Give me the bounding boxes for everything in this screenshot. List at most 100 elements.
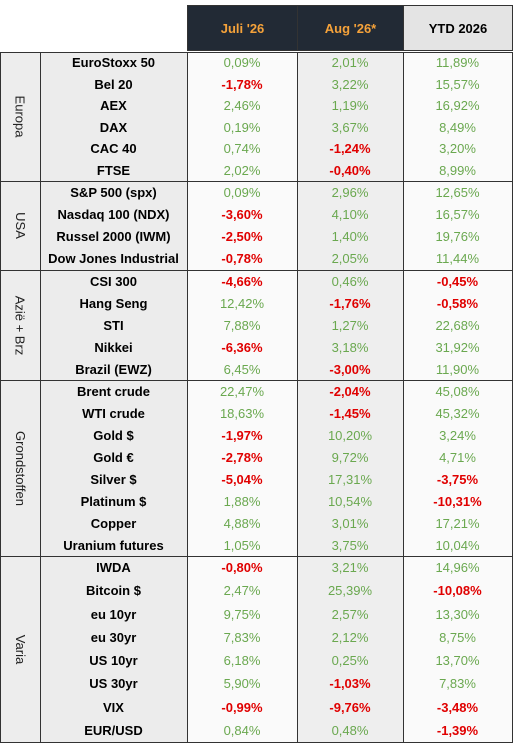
value-cell: 0,84%	[223, 722, 261, 738]
value-cell: 1,40%	[331, 229, 369, 245]
name-column	[40, 380, 188, 557]
value-cell: 1,19%	[331, 98, 369, 114]
value-cell: -1,39%	[436, 722, 479, 738]
row-name: Uranium futures	[63, 537, 164, 553]
value-cell: 8,99%	[439, 162, 476, 178]
value-cell: 13,30%	[435, 606, 480, 622]
column-header: Juli '26	[187, 5, 298, 51]
row-name: Gold $	[93, 427, 134, 443]
value-cell: 3,24%	[439, 427, 476, 443]
row-name: Brent crude	[77, 383, 150, 399]
value-cell: 11,90%	[435, 361, 480, 377]
value-column	[403, 270, 513, 381]
value-cell: 19,76%	[435, 229, 480, 245]
value-cell: 15,57%	[435, 76, 480, 92]
value-cell: 25,39%	[327, 583, 373, 599]
value-cell: 2,01%	[331, 55, 369, 71]
value-cell: 22,47%	[219, 383, 265, 399]
value-column	[187, 380, 298, 557]
value-cell: 45,32%	[435, 405, 480, 421]
row-name: Copper	[90, 515, 137, 531]
value-cell: 3,75%	[331, 537, 369, 553]
value-cell: 7,88%	[223, 317, 261, 333]
value-cell: 3,18%	[331, 339, 369, 355]
value-cell: 17,31%	[327, 471, 373, 487]
value-cell: 2,57%	[331, 606, 369, 622]
group-label: Azië + Brz	[12, 295, 28, 355]
row-name: Silver $	[90, 471, 137, 487]
row-name: EUR/USD	[84, 722, 143, 738]
value-column	[297, 181, 404, 271]
value-cell: 17,21%	[435, 515, 480, 531]
value-cell: -0,99%	[221, 699, 263, 715]
value-cell: 6,18%	[223, 653, 261, 669]
value-cell: -1,97%	[221, 427, 263, 443]
row-name: S&P 500 (spx)	[70, 184, 157, 200]
value-cell: 11,89%	[435, 55, 480, 71]
value-column	[403, 556, 513, 743]
row-name: EuroStoxx 50	[71, 55, 156, 71]
value-cell: 7,83%	[223, 629, 261, 645]
row-name: eu 30yr	[90, 629, 137, 645]
value-cell: -10,31%	[433, 493, 482, 509]
value-cell: 10,54%	[327, 493, 373, 509]
value-cell: -2,04%	[329, 383, 371, 399]
value-cell: -9,76%	[329, 699, 371, 715]
row-name: eu 10yr	[90, 606, 137, 622]
value-cell: 14,96%	[435, 560, 480, 576]
row-name: CSI 300	[90, 273, 137, 289]
value-cell: 2,12%	[331, 629, 369, 645]
row-name: WTI crude	[82, 405, 145, 421]
row-name: Gold €	[93, 449, 134, 465]
row-name: Bel 20	[94, 76, 133, 92]
value-cell: 3,22%	[331, 76, 369, 92]
name-column	[40, 52, 188, 182]
value-cell: 0,25%	[331, 653, 369, 669]
value-cell: 3,20%	[439, 141, 476, 157]
value-column	[187, 270, 298, 381]
value-cell: 2,47%	[223, 583, 261, 599]
row-name: CAC 40	[90, 141, 137, 157]
value-cell: 22,68%	[435, 317, 480, 333]
name-column	[40, 270, 188, 381]
value-column	[297, 380, 404, 557]
value-cell: 11,44%	[435, 251, 480, 267]
value-cell: -1,45%	[329, 405, 371, 421]
value-cell: 1,88%	[223, 493, 261, 509]
value-cell: -2,78%	[221, 449, 263, 465]
name-column	[40, 181, 188, 271]
value-cell: 2,05%	[331, 251, 369, 267]
row-name: FTSE	[96, 162, 131, 178]
value-cell: 10,04%	[435, 537, 480, 553]
value-cell: -0,40%	[329, 162, 371, 178]
value-cell: 6,45%	[223, 361, 261, 377]
value-cell: 5,90%	[223, 676, 261, 692]
value-column	[187, 556, 298, 743]
value-cell: 0,19%	[223, 119, 261, 135]
value-cell: -2,50%	[221, 229, 263, 245]
value-cell: -3,00%	[329, 361, 371, 377]
value-cell: 3,01%	[331, 515, 369, 531]
value-cell: 8,75%	[439, 629, 476, 645]
value-cell: 2,46%	[223, 98, 261, 114]
value-cell: -10,08%	[433, 583, 482, 599]
group-label: Europa	[12, 95, 28, 138]
value-cell: 4,10%	[331, 206, 369, 222]
value-cell: -0,58%	[436, 295, 479, 311]
value-cell: 3,67%	[331, 119, 369, 135]
row-name: Russel 2000 (IWM)	[56, 229, 171, 245]
value-cell: 12,65%	[435, 184, 480, 200]
value-column	[403, 181, 513, 271]
group-label-cell	[0, 556, 41, 743]
value-cell: 0,48%	[331, 722, 369, 738]
value-cell: 9,75%	[223, 606, 261, 622]
value-column	[403, 52, 513, 182]
row-name: Bitcoin $	[86, 583, 141, 599]
value-cell: 8,49%	[439, 119, 476, 135]
value-column	[187, 181, 298, 271]
value-cell: 13,70%	[435, 653, 480, 669]
value-cell: 9,72%	[331, 449, 369, 465]
value-cell: -1,03%	[329, 676, 371, 692]
row-name: VIX	[103, 699, 124, 715]
